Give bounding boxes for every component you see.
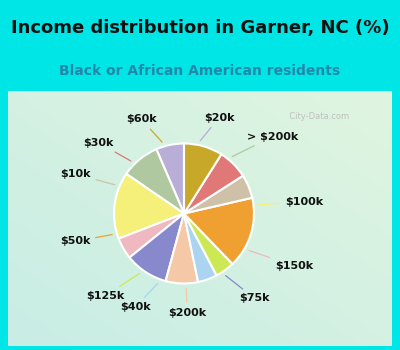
Wedge shape: [126, 149, 184, 214]
Text: $10k: $10k: [60, 169, 115, 185]
Text: $60k: $60k: [126, 114, 162, 142]
Text: $125k: $125k: [86, 273, 140, 301]
Wedge shape: [184, 214, 217, 282]
Wedge shape: [166, 214, 198, 284]
Text: $75k: $75k: [226, 275, 270, 303]
Text: > $200k: > $200k: [232, 132, 298, 156]
Text: City-Data.com: City-Data.com: [284, 112, 350, 121]
Wedge shape: [156, 144, 184, 214]
Wedge shape: [184, 176, 252, 214]
Wedge shape: [184, 198, 254, 264]
Wedge shape: [119, 214, 184, 258]
Text: $100k: $100k: [258, 197, 323, 206]
Wedge shape: [184, 154, 243, 214]
Text: $30k: $30k: [84, 138, 131, 161]
Wedge shape: [184, 144, 221, 214]
Wedge shape: [184, 214, 232, 275]
Text: $50k: $50k: [60, 234, 112, 246]
Text: $150k: $150k: [249, 251, 313, 271]
Text: Income distribution in Garner, NC (%): Income distribution in Garner, NC (%): [11, 19, 389, 37]
Text: $200k: $200k: [168, 288, 206, 318]
Text: $20k: $20k: [200, 112, 234, 141]
Wedge shape: [130, 214, 184, 281]
Wedge shape: [114, 174, 184, 239]
Text: $40k: $40k: [120, 284, 158, 312]
Text: Black or African American residents: Black or African American residents: [60, 64, 340, 78]
